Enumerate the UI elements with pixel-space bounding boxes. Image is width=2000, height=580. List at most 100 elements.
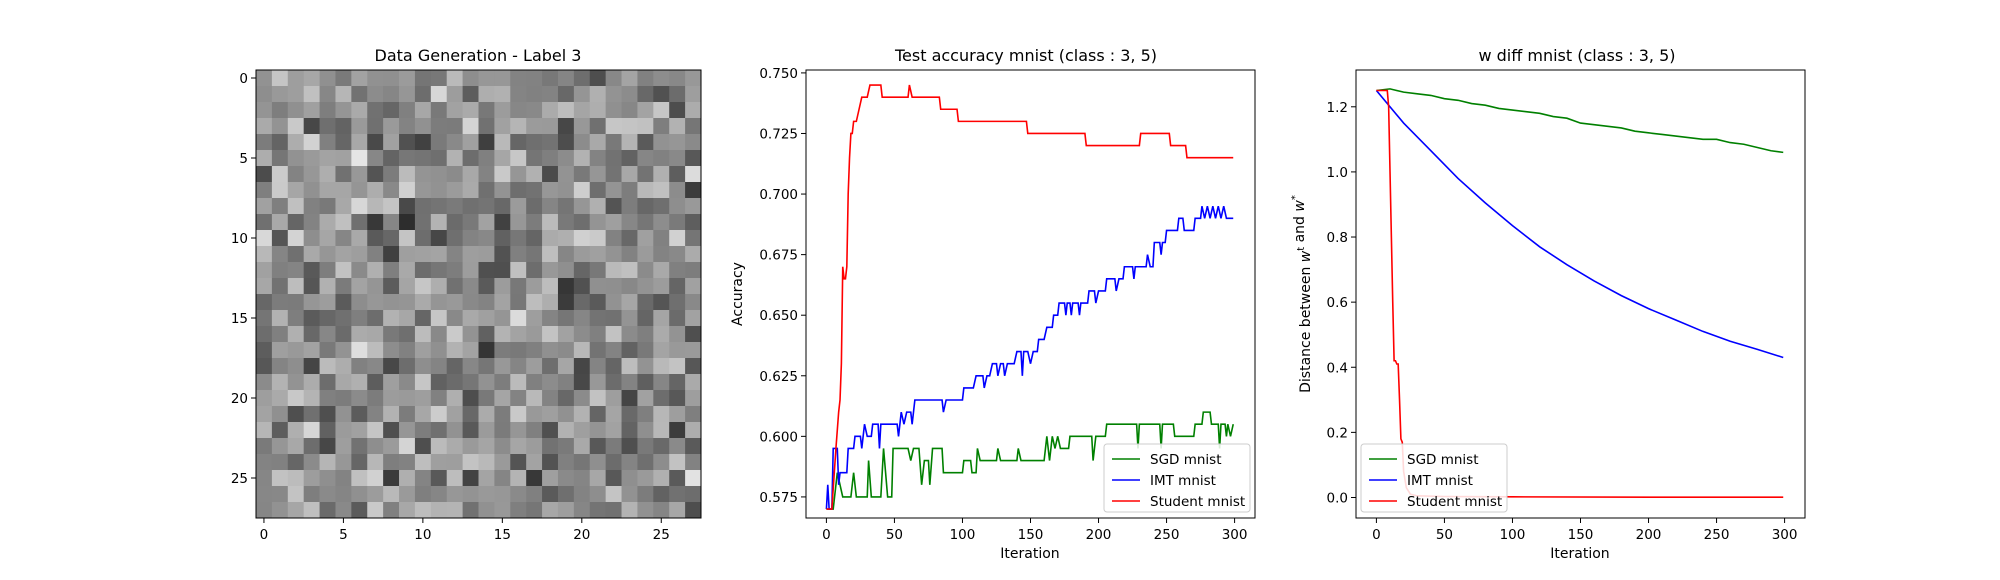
heatmap-cell: [303, 262, 320, 279]
heatmap-cell: [653, 486, 670, 503]
heatmap-cell: [414, 246, 432, 263]
heatmap-cell: [271, 470, 289, 487]
heatmap-cell: [557, 342, 575, 359]
heatmap-cell: [351, 422, 368, 439]
heatmap-cell: [510, 166, 527, 183]
heatmap-cell: [653, 278, 670, 295]
heatmap-cell: [478, 182, 495, 199]
heatmap-cell: [494, 118, 511, 135]
heatmap-cell: [462, 406, 479, 423]
heatmap-cell: [653, 454, 670, 471]
heatmap-cell: [287, 374, 305, 391]
heatmap-cell: [335, 102, 352, 119]
heatmap-cell: [399, 406, 416, 423]
heatmap-cell: [653, 502, 670, 519]
heatmap-cell: [446, 150, 463, 167]
heatmap-cell: [462, 214, 479, 231]
heatmap-cell: [478, 454, 495, 471]
heatmap-cell: [383, 486, 400, 503]
heatmap-cell: [494, 486, 511, 503]
ytick-label: 0.2: [1327, 425, 1348, 441]
heatmap-cell: [526, 246, 543, 263]
heatmap-cell: [399, 150, 416, 167]
heatmap-cell: [573, 70, 591, 87]
heatmap-cell: [446, 326, 463, 343]
heatmap-cell: [430, 502, 448, 519]
heatmap-cell: [335, 422, 352, 439]
heatmap-cell: [319, 230, 336, 247]
heatmap-cell: [478, 166, 495, 183]
heatmap-cell: [621, 310, 638, 327]
heatmap-cell: [335, 358, 352, 375]
heatmap-cell: [256, 358, 273, 375]
heatmap-cell: [542, 422, 559, 439]
heatmap-cell: [653, 374, 670, 391]
heatmap-cell: [573, 470, 591, 487]
heatmap-cell: [637, 278, 654, 295]
heatmap-cell: [319, 390, 336, 407]
heatmap-cell: [526, 230, 543, 247]
heatmap-cell: [589, 134, 607, 151]
heatmap-cell: [414, 486, 432, 503]
heatmap-cell: [621, 406, 638, 423]
heatmap-cell: [414, 118, 432, 135]
heatmap-cell: [462, 502, 479, 519]
heatmap-cell: [430, 390, 448, 407]
heatmap-cell: [351, 326, 368, 343]
heatmap-cell: [351, 182, 368, 199]
heatmap-cell: [430, 214, 448, 231]
heatmap-cell: [494, 294, 511, 311]
heatmap-cell: [271, 182, 289, 199]
heatmap-cell: [653, 118, 670, 135]
heatmap-cell: [383, 70, 400, 87]
heatmap-cell: [557, 182, 575, 199]
heatmap-cell: [256, 422, 273, 439]
heatmap-cell: [605, 390, 622, 407]
heatmap-cell: [510, 86, 527, 103]
accuracy-legend: SGD mnist IMT mnist Student mnist: [1103, 443, 1251, 513]
heatmap-cell: [573, 310, 591, 327]
heatmap-xtick-label: 0: [260, 527, 269, 543]
heatmap-cell: [367, 422, 384, 439]
heatmap-cell: [446, 294, 463, 311]
heatmap-cell: [653, 342, 670, 359]
heatmap-cell: [287, 294, 305, 311]
heatmap-cell: [256, 278, 273, 295]
heatmap-cell: [573, 294, 591, 311]
legend-label: SGD mnist: [1407, 452, 1479, 468]
heatmap-cell: [478, 198, 495, 215]
heatmap-cell: [383, 374, 400, 391]
heatmap-cell: [557, 118, 575, 135]
heatmap-cell: [621, 166, 638, 183]
heatmap-cell: [446, 454, 463, 471]
heatmap-cell: [399, 342, 416, 359]
heatmap-cell: [494, 374, 511, 391]
heatmap-cell: [446, 406, 463, 423]
heatmap-cell: [542, 214, 559, 231]
heatmap-cell: [605, 374, 622, 391]
heatmap-cell: [287, 438, 305, 455]
heatmap-cell: [494, 438, 511, 455]
legend-box: [1360, 443, 1508, 513]
heatmap-cell: [621, 470, 638, 487]
heatmap-cell: [399, 118, 416, 135]
heatmap-cell: [399, 486, 416, 503]
heatmap-cell: [573, 486, 591, 503]
heatmap-cell: [510, 118, 527, 135]
heatmap-cell: [542, 502, 559, 519]
heatmap-cell: [319, 422, 336, 439]
heatmap-cell: [430, 166, 448, 183]
heatmap-cell: [271, 278, 289, 295]
heatmap-cell: [589, 486, 607, 503]
wdiff-panel: w diff mnist (class : 3, 5) 0 50 100 150 200…: [1290, 46, 1806, 562]
heatmap-cell: [573, 342, 591, 359]
heatmap-cell: [557, 502, 575, 519]
heatmap-cell: [542, 342, 559, 359]
heatmap-cell: [621, 70, 638, 87]
heatmap-cell: [637, 422, 654, 439]
heatmap-cell: [430, 86, 448, 103]
heatmap-cell: [685, 262, 702, 279]
heatmap-cell: [271, 294, 289, 311]
heatmap-cell: [399, 326, 416, 343]
heatmap-cell: [621, 486, 638, 503]
